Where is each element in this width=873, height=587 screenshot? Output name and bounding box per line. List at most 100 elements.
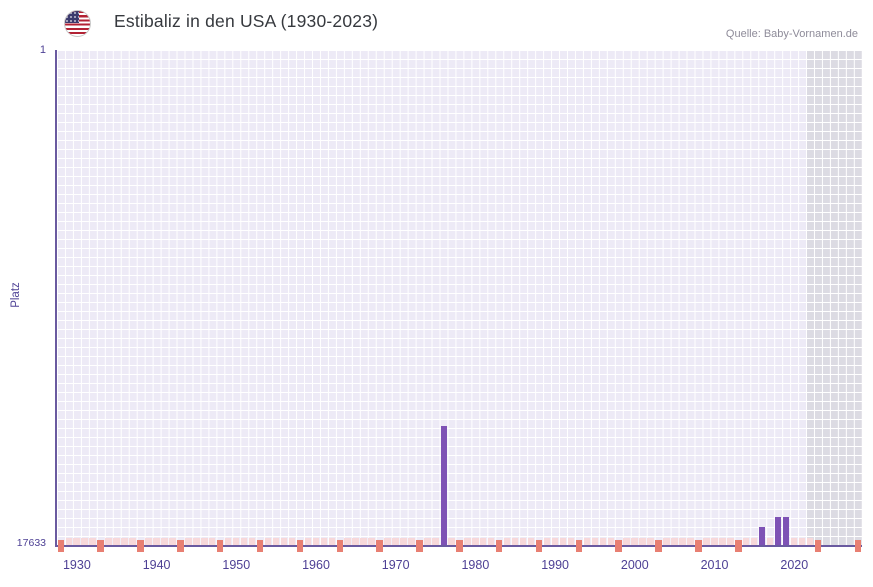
no-data-marker — [400, 538, 407, 545]
no-data-marker — [511, 538, 519, 545]
no-data-marker — [81, 538, 88, 545]
no-data-marker-emphasis — [495, 540, 503, 552]
no-data-marker-emphasis — [97, 540, 104, 552]
no-data-marker — [368, 538, 375, 545]
y-tick-top: 1 — [39, 44, 46, 56]
future-shaded-region — [806, 50, 862, 545]
y-axis-label: Platz — [10, 282, 22, 308]
no-data-marker — [145, 538, 152, 545]
no-data-marker — [264, 538, 272, 545]
no-data-marker — [129, 538, 136, 545]
no-data-marker — [169, 538, 176, 545]
no-data-marker — [559, 538, 567, 545]
source-text: Quelle: Baby-Vornamen.de — [725, 28, 858, 40]
no-data-marker — [232, 538, 240, 545]
us-flag-icon — [64, 10, 91, 37]
no-data-marker — [790, 538, 798, 545]
no-data-marker — [806, 538, 814, 545]
no-data-marker — [185, 538, 192, 545]
no-data-marker — [599, 538, 606, 545]
no-data-marker — [503, 538, 511, 545]
no-data-marker-emphasis — [456, 540, 463, 552]
no-data-marker-emphasis — [137, 540, 144, 552]
no-data-marker-emphasis — [814, 540, 822, 552]
bar-1976 — [440, 426, 447, 545]
no-data-marker-emphasis — [575, 540, 583, 552]
no-data-marker-emphasis — [376, 540, 383, 552]
no-data-marker — [703, 538, 710, 545]
no-data-marker — [766, 538, 774, 545]
x-tick-label-1930: 1930 — [62, 558, 91, 572]
no-data-marker — [328, 538, 335, 545]
no-data-marker — [711, 538, 718, 545]
no-data-marker-emphasis — [416, 540, 423, 552]
no-data-marker — [567, 538, 575, 545]
no-data-marker — [583, 538, 590, 545]
no-data-marker — [312, 538, 319, 545]
no-data-marker — [671, 538, 678, 545]
no-data-marker — [89, 538, 96, 545]
y-tick-bottom: 17633 — [16, 537, 46, 549]
no-data-marker-emphasis — [336, 540, 343, 552]
no-data-marker — [240, 538, 248, 545]
no-data-marker — [663, 538, 670, 545]
no-data-marker — [551, 538, 559, 545]
no-data-marker-emphasis — [535, 540, 543, 552]
x-tick-label-2000: 2000 — [620, 558, 649, 572]
x-tick-label-2010: 2010 — [700, 558, 729, 572]
no-data-marker — [591, 538, 598, 545]
no-data-marker — [360, 538, 367, 545]
no-data-marker-emphasis — [854, 540, 861, 552]
bar-2018 — [775, 517, 782, 545]
no-data-marker-emphasis — [177, 540, 184, 552]
x-tick-label-1970: 1970 — [381, 558, 410, 572]
no-data-marker — [392, 538, 399, 545]
no-data-marker — [647, 538, 654, 545]
no-data-marker — [527, 538, 535, 545]
plot-background — [57, 50, 862, 545]
no-data-marker — [408, 538, 415, 545]
no-data-marker — [73, 538, 80, 545]
page-title: Estibaliz in den USA (1930-2023) — [114, 11, 379, 31]
no-data-marker-emphasis — [296, 540, 304, 552]
no-data-marker — [384, 538, 391, 545]
no-data-marker — [623, 538, 630, 545]
no-data-marker — [193, 538, 200, 545]
no-data-marker — [113, 538, 120, 545]
no-data-marker-emphasis — [216, 540, 224, 552]
no-data-marker — [161, 538, 168, 545]
no-data-marker — [448, 538, 455, 545]
no-data-marker-emphasis — [256, 540, 264, 552]
no-data-marker — [719, 538, 726, 545]
no-data-marker-emphasis — [695, 540, 702, 552]
no-data-marker — [798, 538, 806, 545]
no-data-marker — [479, 538, 487, 545]
x-tick-label-1950: 1950 — [222, 558, 251, 572]
no-data-marker — [687, 538, 694, 545]
no-data-marker — [344, 538, 351, 545]
no-data-marker — [208, 538, 216, 545]
no-data-marker — [288, 538, 296, 545]
us-flag-canton — [65, 11, 79, 23]
x-tick-label-1940: 1940 — [142, 558, 171, 572]
no-data-marker-emphasis — [735, 540, 742, 552]
bar-2019 — [783, 517, 790, 545]
no-data-marker — [272, 538, 280, 545]
no-data-marker — [742, 538, 750, 545]
no-data-marker — [105, 538, 112, 545]
no-data-marker — [487, 538, 495, 545]
no-data-marker — [519, 538, 527, 545]
no-data-marker-emphasis — [655, 540, 662, 552]
no-data-marker — [543, 538, 551, 545]
no-data-marker — [304, 538, 312, 545]
no-data-marker — [153, 538, 160, 545]
x-tick-label-1990: 1990 — [541, 558, 569, 572]
no-data-marker — [639, 538, 646, 545]
no-data-marker-emphasis — [57, 540, 64, 552]
no-data-marker — [424, 538, 431, 545]
no-data-marker — [248, 538, 256, 545]
y-axis-line — [55, 50, 57, 547]
no-data-marker — [65, 538, 72, 545]
no-data-marker — [464, 538, 471, 545]
